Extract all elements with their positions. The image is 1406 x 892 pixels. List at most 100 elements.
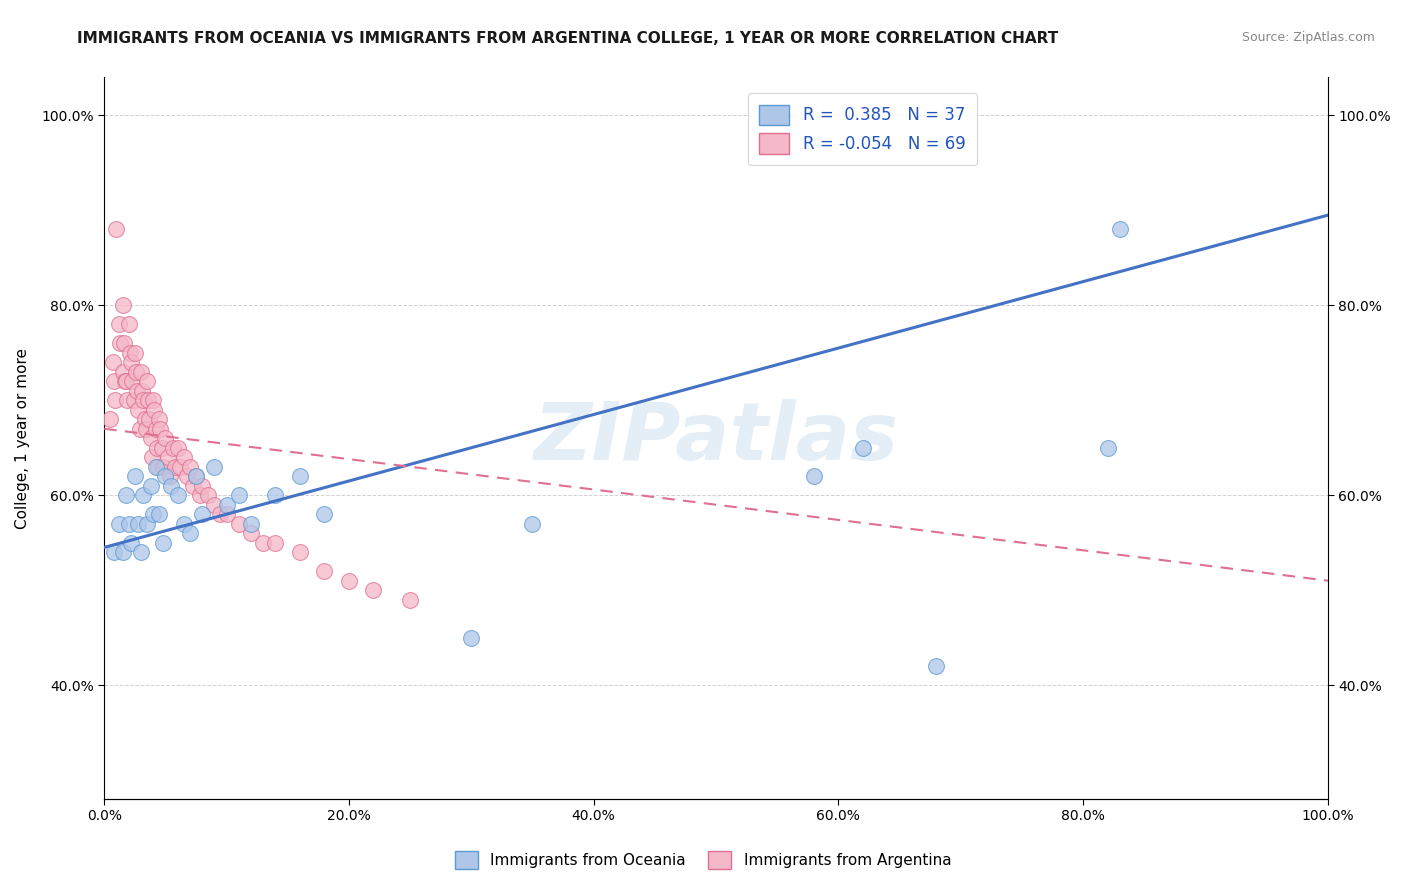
Point [264,488,287,502]
Legend: R =  0.385   N = 37, R = -0.054   N = 69: R = 0.385 N = 37, R = -0.054 N = 69 [748,93,977,165]
Point [124,469,146,483]
Point [101,355,124,369]
Point [132,488,155,502]
Point [117,516,139,531]
Point [120,355,142,369]
Point [127,384,149,398]
Point [111,545,134,559]
Point [129,545,152,559]
Point [202,498,225,512]
Point [155,431,177,445]
Point [173,516,195,531]
Point [128,422,150,436]
Point [159,469,181,483]
Point [264,535,287,549]
Point [169,459,191,474]
Point [156,450,179,465]
Point [166,488,188,502]
Point [166,441,188,455]
Point [152,459,174,474]
Point [184,469,207,483]
Point [134,412,156,426]
Point [115,488,138,502]
Point [142,393,165,408]
Point [176,469,198,483]
Point [108,336,131,351]
Point [399,592,422,607]
Point [117,393,139,408]
Point [162,441,184,455]
Point [108,318,131,332]
Point [191,507,214,521]
Text: ZIPatlas: ZIPatlas [533,400,898,477]
Point [160,479,183,493]
Point [104,393,127,408]
Point [152,535,174,549]
Point [111,365,134,379]
Point [202,459,225,474]
Point [139,479,162,493]
Point [136,393,159,408]
Point [288,469,311,483]
Point [105,222,128,236]
Point [363,583,385,598]
Point [139,431,162,445]
Point [215,507,238,521]
Point [460,631,482,645]
Point [803,469,825,483]
Point [184,469,207,483]
Point [173,450,195,465]
Point [240,516,263,531]
Point [148,507,170,521]
Point [115,374,138,388]
Point [191,479,214,493]
Point [103,374,125,388]
Point [155,469,177,483]
Point [240,526,263,541]
Point [188,488,211,502]
Point [179,459,201,474]
Point [183,479,205,493]
Point [1097,441,1119,455]
Point [179,526,201,541]
Point [118,346,141,360]
Point [165,459,187,474]
Point [146,441,169,455]
Legend: Immigrants from Oceania, Immigrants from Argentina: Immigrants from Oceania, Immigrants from… [449,845,957,875]
Point [124,346,146,360]
Point [122,393,145,408]
Point [145,459,167,474]
Point [132,393,155,408]
Point [141,450,163,465]
Point [127,516,149,531]
Point [146,459,169,474]
Point [522,516,544,531]
Point [148,412,170,426]
Point [337,574,360,588]
Point [114,374,136,388]
Point [136,374,159,388]
Text: Source: ZipAtlas.com: Source: ZipAtlas.com [1241,31,1375,45]
Point [112,336,135,351]
Point [252,535,274,549]
Point [129,365,152,379]
Point [108,516,131,531]
Point [135,422,157,436]
Point [314,564,336,578]
Point [314,507,336,521]
Point [117,318,139,332]
Point [103,545,125,559]
Point [209,507,232,521]
Point [149,422,172,436]
Point [228,516,250,531]
Point [288,545,311,559]
Y-axis label: College, 1 year or more: College, 1 year or more [15,348,30,529]
Point [131,384,153,398]
Point [852,441,875,455]
Point [1109,222,1132,236]
Point [127,402,149,417]
Point [98,412,121,426]
Point [138,412,160,426]
Point [111,298,134,312]
Point [145,422,167,436]
